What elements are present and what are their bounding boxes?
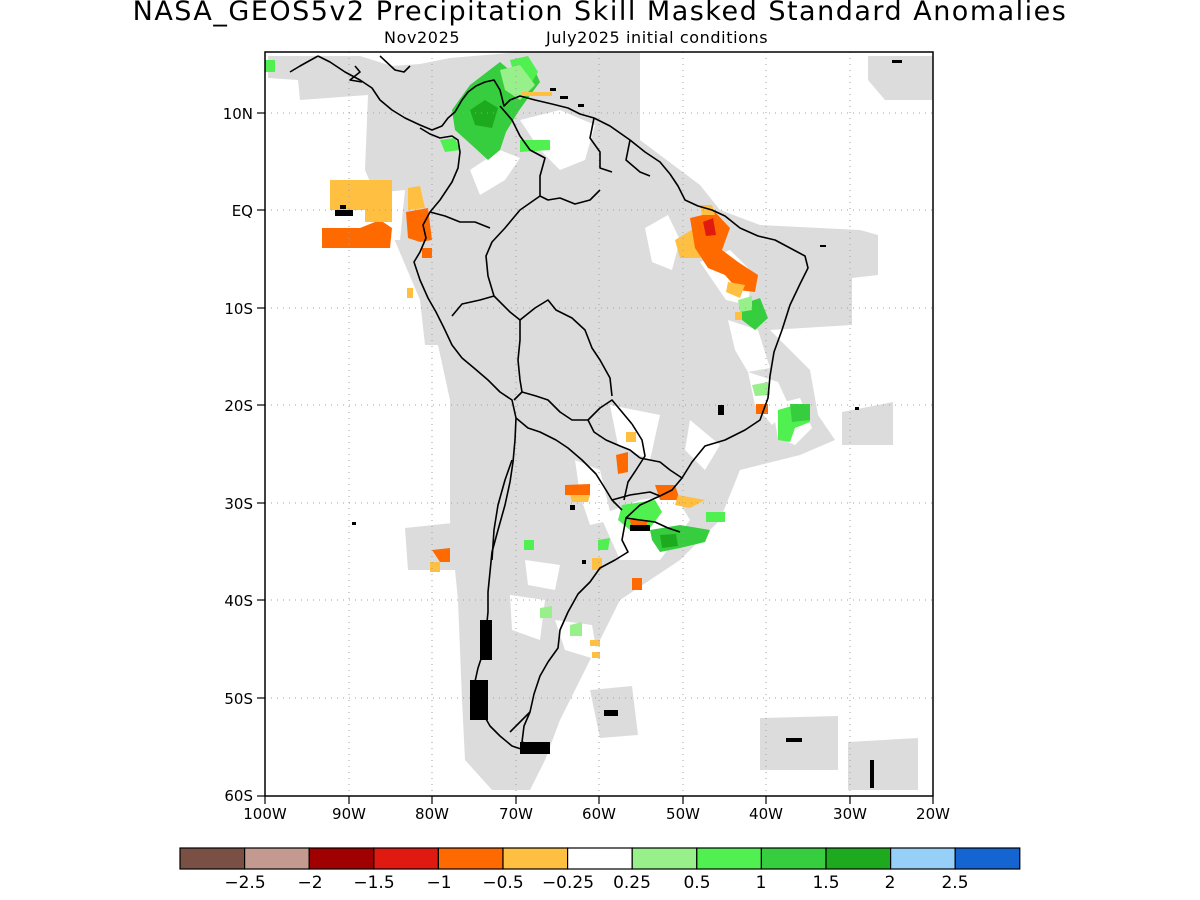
lon-labels: 100W 90W 80W 70W 60W 50W 40W 30W 20W xyxy=(243,805,950,823)
colorbar xyxy=(179,847,1021,870)
colorbar-swatch xyxy=(760,847,827,870)
lon-label: 40W xyxy=(749,805,783,823)
lon-label: 60W xyxy=(582,805,616,823)
lat-label: 50S xyxy=(224,690,253,708)
colorbar-label: 1.5 xyxy=(812,873,839,893)
lat-label: 60S xyxy=(224,787,253,805)
colorbar-label: 0.25 xyxy=(613,873,651,893)
colorbar-swatch xyxy=(244,847,310,870)
lon-label: 80W xyxy=(415,805,449,823)
colorbar-swatch xyxy=(825,847,892,870)
lat-labels: 10N EQ 10S 20S 30S 40S 50S 60S xyxy=(223,105,253,805)
map-area xyxy=(265,52,933,796)
lat-label: 10N xyxy=(223,105,253,123)
anomaly-patches xyxy=(265,56,810,658)
colorbar-swatch xyxy=(308,847,375,870)
colorbar-label: 2 xyxy=(885,873,896,893)
colorbar-label: 2.5 xyxy=(941,873,968,893)
colorbar-labels: −2.5 −2 −1.5 −1 −0.5 −0.25 0.25 0.5 1 1.… xyxy=(224,873,968,893)
lat-label: 40S xyxy=(224,592,253,610)
colorbar-label: −2 xyxy=(297,873,322,893)
subtitle-initial-conditions: July2025 initial conditions xyxy=(546,28,769,47)
colorbar-swatch xyxy=(954,847,1021,870)
colorbar-label: 0.5 xyxy=(683,873,710,893)
colorbar-swatch xyxy=(889,847,956,870)
axis-ticks xyxy=(257,112,934,804)
colorbar-label: −1 xyxy=(426,873,451,893)
lat-label: EQ xyxy=(232,202,253,220)
colorbar-swatch xyxy=(437,847,504,870)
subtitle-month: Nov2025 xyxy=(384,28,461,47)
lon-label: 70W xyxy=(499,805,533,823)
colorbar-swatch xyxy=(373,847,439,870)
colorbar-label: −0.25 xyxy=(542,873,594,893)
lon-label: 100W xyxy=(243,805,287,823)
colorbar-label: 1 xyxy=(756,873,767,893)
colorbar-label: −2.5 xyxy=(224,873,265,893)
map-title: NASA_GEOS5v2 Precipitation Skill Masked … xyxy=(132,0,1068,27)
masked-region xyxy=(268,52,933,790)
coastline xyxy=(289,55,809,753)
lon-label: 90W xyxy=(332,805,366,823)
colorbar-swatch xyxy=(631,847,698,870)
colorbar-swatch xyxy=(696,847,762,870)
lon-label: 20W xyxy=(916,805,950,823)
lon-label: 30W xyxy=(833,805,867,823)
colorbar-swatch xyxy=(502,847,569,870)
lon-label: 50W xyxy=(666,805,700,823)
lat-label: 30S xyxy=(224,495,253,513)
colorbar-label: −0.5 xyxy=(482,873,523,893)
lat-label: 10S xyxy=(224,300,253,318)
lat-label: 20S xyxy=(224,397,253,415)
islands xyxy=(335,60,902,788)
colorbar-label: −1.5 xyxy=(353,873,394,893)
colorbar-swatch xyxy=(566,847,633,870)
colorbar-swatch xyxy=(179,847,246,870)
